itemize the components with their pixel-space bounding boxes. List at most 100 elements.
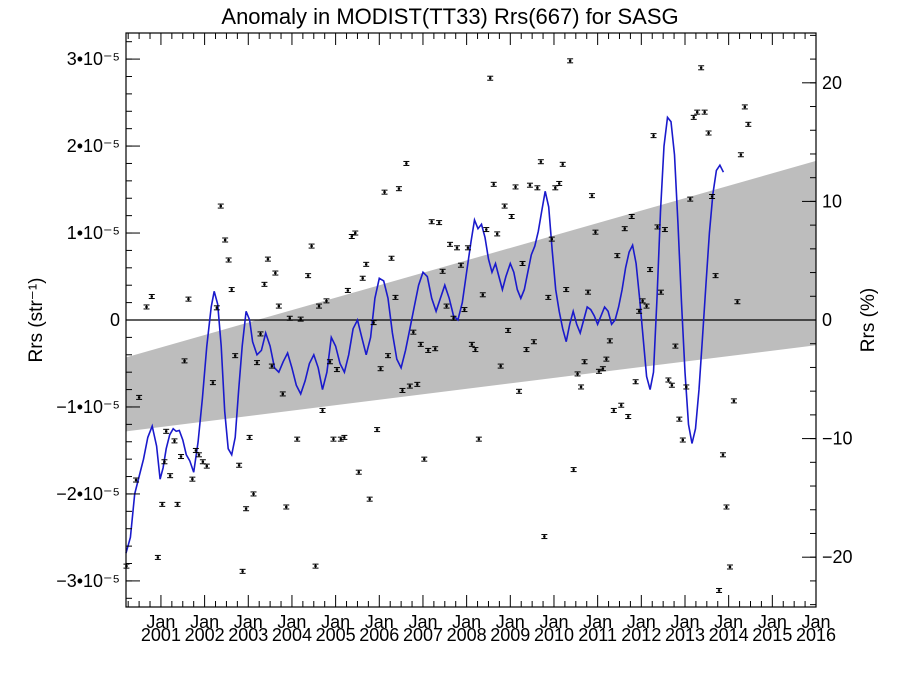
data-point	[297, 316, 304, 322]
point-marker	[161, 503, 164, 506]
data-point	[209, 380, 216, 386]
data-point	[716, 587, 723, 593]
x-tick-month-label: Jan	[670, 612, 699, 632]
point-marker	[412, 331, 415, 334]
data-point	[483, 227, 490, 233]
y-axis-label-left: Rrs (str⁻¹)	[26, 278, 47, 363]
data-point	[133, 477, 140, 483]
point-marker	[223, 238, 227, 241]
data-point	[388, 255, 395, 261]
x-tick-month-label: Jan	[146, 612, 175, 632]
data-points-layer	[123, 58, 752, 593]
point-marker	[506, 329, 510, 332]
point-marker	[466, 246, 470, 249]
point-marker	[550, 238, 553, 241]
point-marker	[310, 245, 313, 248]
data-point	[526, 182, 533, 188]
data-point	[178, 454, 185, 460]
data-point	[639, 298, 646, 304]
data-point	[512, 184, 519, 190]
x-tick-month-label: Jan	[627, 612, 656, 632]
data-point	[264, 256, 271, 262]
point-marker	[670, 384, 674, 387]
point-marker	[137, 396, 141, 399]
point-marker	[364, 263, 368, 266]
point-marker	[325, 299, 328, 302]
point-marker	[201, 460, 205, 463]
point-marker	[641, 299, 644, 302]
data-point	[330, 436, 337, 442]
data-point	[698, 65, 705, 71]
data-point	[603, 356, 610, 362]
point-marker	[233, 354, 237, 357]
point-marker	[375, 428, 379, 431]
data-point	[701, 109, 708, 115]
point-marker	[419, 343, 422, 346]
data-point	[286, 315, 293, 321]
point-marker	[747, 123, 750, 126]
y-tick-label-right: −10	[822, 429, 853, 449]
data-point	[606, 338, 613, 344]
point-marker	[696, 111, 699, 114]
y-tick-label-right: 10	[822, 191, 842, 211]
point-marker	[372, 321, 375, 324]
point-marker	[187, 298, 190, 301]
point-marker	[489, 77, 492, 80]
data-point	[399, 387, 406, 393]
data-point	[548, 236, 555, 242]
data-point	[734, 299, 741, 305]
x-tick-year-label: 2009	[490, 625, 530, 645]
point-marker	[145, 305, 148, 308]
data-point	[154, 554, 161, 560]
x-tick-year-label: 2004	[272, 625, 312, 645]
point-marker	[485, 228, 488, 231]
point-marker	[630, 215, 633, 218]
point-marker	[317, 305, 321, 308]
data-point	[363, 261, 370, 267]
data-point	[348, 234, 355, 240]
data-point	[395, 186, 402, 192]
data-point	[541, 534, 548, 540]
point-marker	[295, 438, 299, 441]
data-point	[519, 260, 526, 266]
point-marker	[255, 361, 259, 364]
x-tick-year-label: 2001	[141, 625, 181, 645]
point-marker	[714, 274, 717, 277]
data-point	[308, 243, 315, 249]
data-point	[167, 473, 174, 479]
x-tick-year-label: 2011	[578, 625, 617, 645]
data-point	[730, 398, 737, 404]
data-point	[709, 194, 716, 200]
data-point	[341, 434, 348, 440]
data-point	[192, 447, 199, 453]
data-point	[359, 275, 366, 281]
data-point	[239, 568, 246, 574]
point-marker	[215, 306, 219, 309]
data-point	[534, 185, 541, 191]
point-marker	[703, 111, 706, 114]
x-tick-year-label: 2014	[709, 625, 749, 645]
point-marker	[608, 339, 612, 342]
point-marker	[681, 439, 685, 442]
point-marker	[339, 438, 343, 441]
point-marker	[437, 221, 441, 224]
point-marker	[321, 409, 324, 412]
data-point	[494, 231, 501, 237]
data-point	[530, 339, 537, 345]
point-marker	[357, 471, 360, 474]
x-tick-month-label: Jan	[408, 612, 437, 632]
point-marker	[656, 225, 659, 228]
point-marker	[401, 389, 404, 392]
data-point	[385, 353, 392, 359]
point-marker	[397, 187, 401, 190]
data-point	[283, 504, 290, 510]
data-point	[621, 226, 628, 232]
point-marker	[568, 59, 572, 62]
trend-band-polygon	[126, 160, 816, 432]
x-tick-month-label: Jan	[452, 612, 481, 632]
point-marker	[590, 194, 594, 197]
data-point	[712, 273, 719, 279]
x-tick-year-label: 2013	[665, 625, 705, 645]
data-point	[443, 303, 450, 309]
